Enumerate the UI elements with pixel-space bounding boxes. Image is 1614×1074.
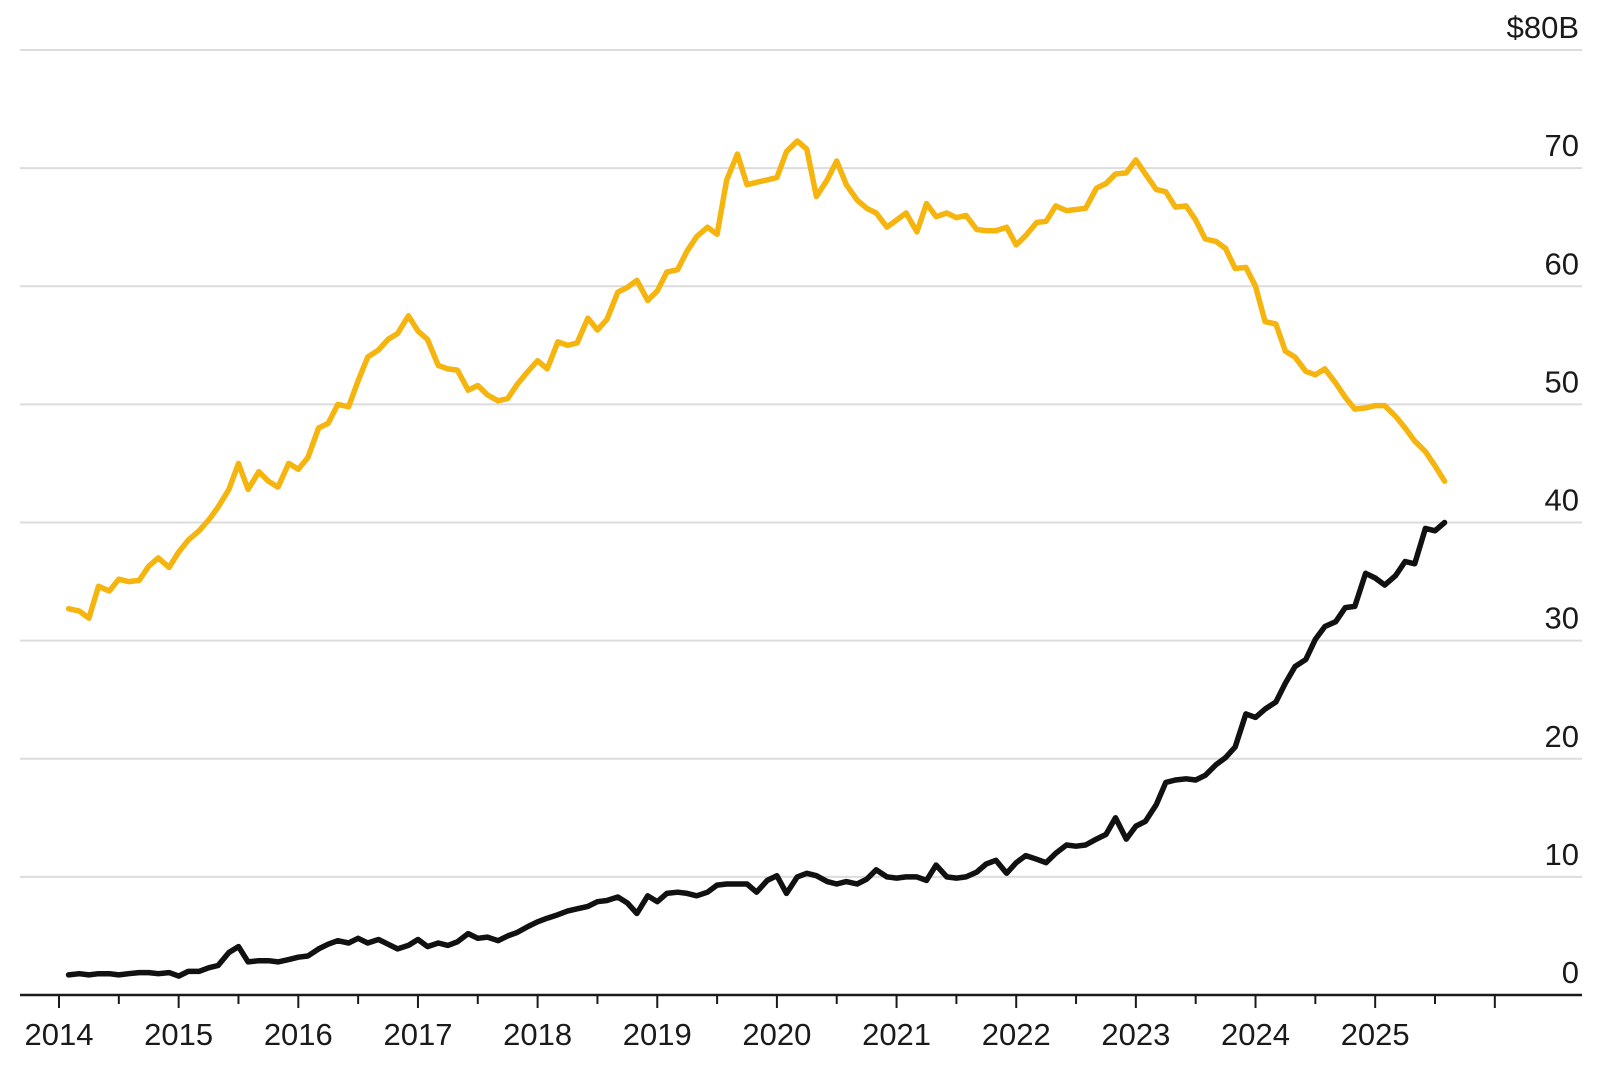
x-tick-label: 2016 [264, 1017, 333, 1052]
series-lines [65, 138, 1448, 979]
x-tick-label: 2018 [503, 1017, 572, 1052]
y-tick-label: 50 [1545, 364, 1579, 399]
y-tick-label: 60 [1545, 246, 1579, 281]
x-axis [20, 993, 1582, 1008]
y-tick-label: 0 [1562, 955, 1579, 990]
series-line-1 [65, 138, 1448, 621]
y-tick-label: 30 [1545, 601, 1579, 636]
gridlines [20, 49, 1582, 878]
y-tick-label: 70 [1545, 128, 1579, 163]
y-tick-label: 10 [1545, 837, 1579, 872]
x-tick-label: 2015 [144, 1017, 213, 1052]
x-tick-label: 2020 [742, 1017, 811, 1052]
x-tick-label: 2025 [1341, 1017, 1410, 1052]
x-axis-labels: 2014 2015 2016 2017 2018 2019 2020 2021 2022 2023… [25, 1017, 1410, 1052]
x-tick-label: 2019 [623, 1017, 692, 1052]
y-tick-label: 40 [1545, 483, 1579, 518]
x-tick-label: 2014 [25, 1017, 94, 1052]
x-tick-label: 2024 [1221, 1017, 1290, 1052]
x-tick-label: 2017 [383, 1017, 452, 1052]
x-tick-label: 2022 [982, 1017, 1051, 1052]
x-tick-label: 2021 [862, 1017, 931, 1052]
x-tick-label: 2023 [1101, 1017, 1170, 1052]
series-line-2 [65, 519, 1448, 979]
y-tick-label: 20 [1545, 719, 1579, 754]
y-axis-labels: 0 10 20 30 40 50 60 70 $80B [1507, 10, 1579, 990]
y-tick-label: $80B [1507, 10, 1579, 45]
